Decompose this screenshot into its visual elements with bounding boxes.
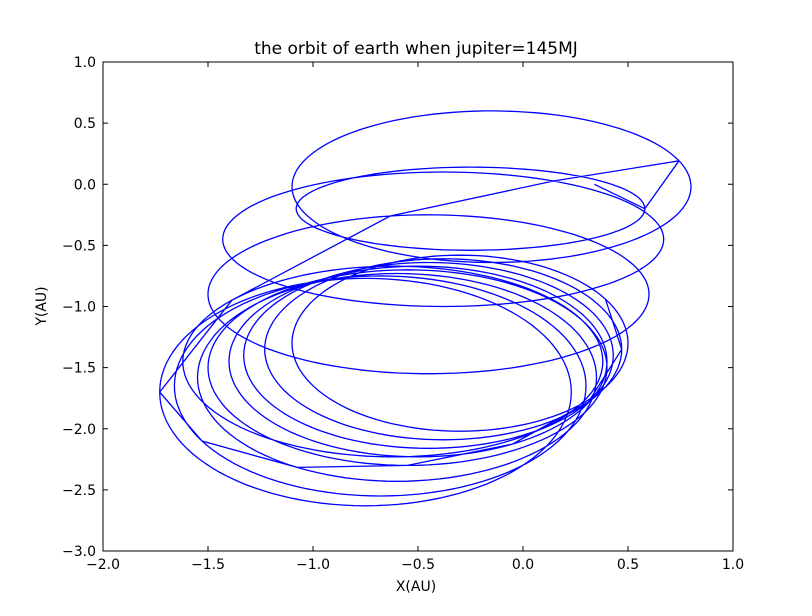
x-tick-label: −0.5 bbox=[401, 557, 435, 573]
x-tick-label: 0.0 bbox=[512, 557, 534, 573]
tick-layer: −2.0 −1.5 −1.0 −0.5 0.0 0.5 1.0 1.0 0.5 0.0 −0.5 −1… bbox=[62, 55, 744, 573]
x-tick-label: −1.0 bbox=[296, 557, 330, 573]
x-tick-label: 1.0 bbox=[722, 557, 744, 573]
y-tick-label: 0.5 bbox=[74, 116, 96, 132]
y-tick-label: 0.0 bbox=[74, 177, 96, 193]
x-axis-label: X(AU) bbox=[396, 579, 436, 595]
y-tick-label: 1.0 bbox=[74, 55, 96, 71]
y-tick-label: −2.0 bbox=[62, 422, 96, 438]
x-tick-label: −1.5 bbox=[191, 557, 225, 573]
y-tick-label: −2.5 bbox=[62, 483, 96, 499]
y-tick-label: −3.0 bbox=[62, 544, 96, 560]
y-tick-label: −1.5 bbox=[62, 361, 96, 377]
plot-area bbox=[159, 110, 692, 507]
x-tick-label: 0.5 bbox=[617, 557, 639, 573]
chart-title: the orbit of earth when jupiter=145MJ bbox=[254, 39, 578, 59]
y-tick-label: −0.5 bbox=[62, 238, 96, 254]
orbit-series-line bbox=[159, 110, 692, 507]
y-axis-label: Y(AU) bbox=[34, 286, 50, 326]
y-tick-label: −1.0 bbox=[62, 300, 96, 316]
x-tick-label: −2.0 bbox=[86, 557, 120, 573]
